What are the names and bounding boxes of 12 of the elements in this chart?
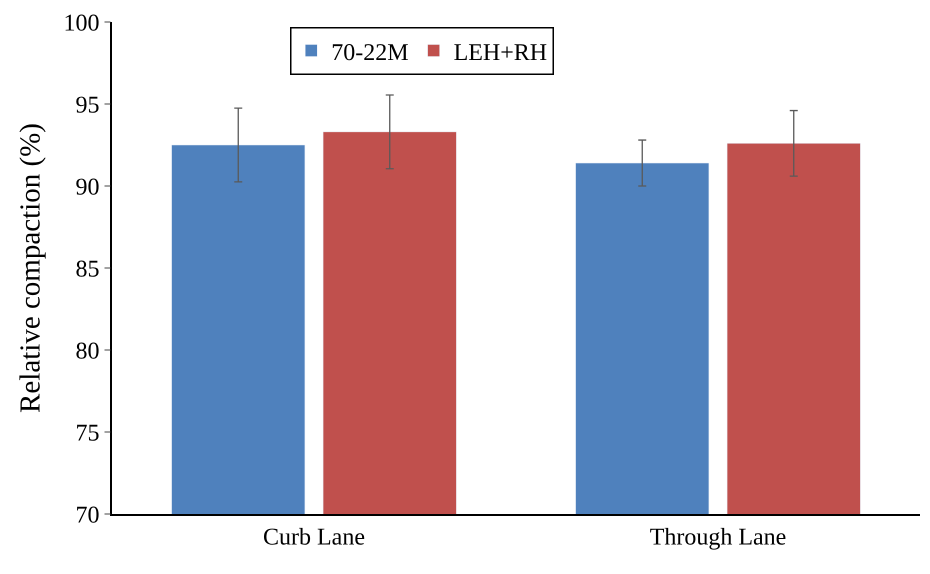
legend-label: 70-22M	[331, 40, 409, 66]
x-tick-label: Curb Lane	[263, 524, 365, 551]
y-tick-label: 80	[75, 338, 100, 364]
x-tick-label: Through Lane	[650, 524, 786, 551]
legend-label: LEH+RH	[454, 40, 548, 66]
y-tick-label: 90	[75, 174, 100, 200]
y-axis-title: Relative compaction (%)	[14, 123, 46, 413]
y-tick-label: 95	[75, 92, 100, 118]
y-tick-label: 100	[63, 10, 100, 36]
y-tick-label: 75	[75, 420, 100, 446]
y-tick-label: 70	[75, 502, 100, 528]
y-tick-label: 85	[75, 256, 100, 282]
